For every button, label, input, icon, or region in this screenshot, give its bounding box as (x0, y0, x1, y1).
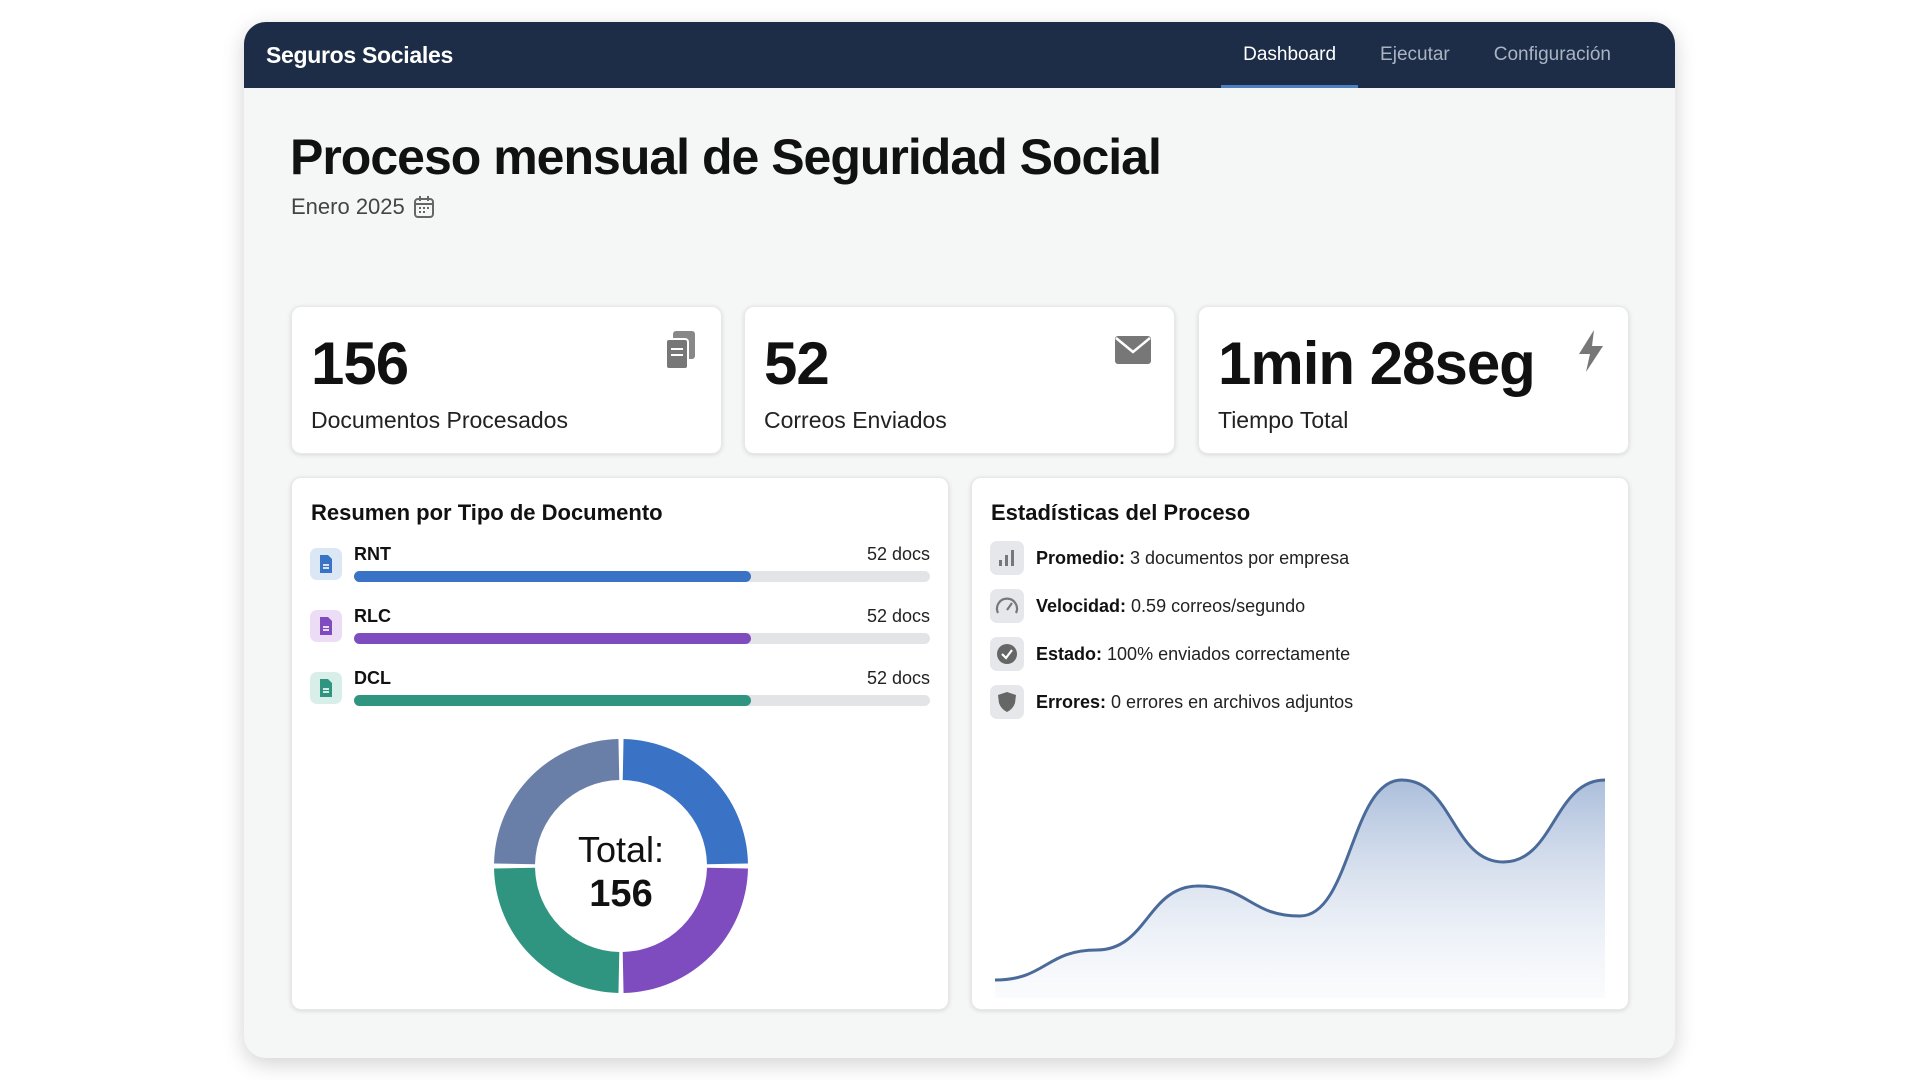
progress-bar (354, 695, 930, 706)
stat-value: 1min 28seg (1218, 330, 1536, 397)
doc-type-name: DCL (354, 668, 391, 688)
progress-bar (354, 571, 930, 582)
doc-type-name: RLC (354, 606, 391, 626)
page-title: Proceso mensual de Seguridad Social (290, 129, 1162, 185)
top-navbar: Seguros Sociales Dashboard Ejecutar Conf… (244, 22, 1675, 88)
summary-title: Resumen por Tipo de Documento (311, 500, 663, 525)
user-document-icon (310, 548, 342, 580)
stat-text: 0.59 correos/segundo (1131, 595, 1306, 616)
stat-label: Estado: (1036, 643, 1103, 664)
donut-chart: Total: 156 (494, 739, 748, 993)
process-panel: Estadísticas del Proceso Promedio: 3 doc… (971, 477, 1629, 1010)
stat-value: 156 (311, 330, 409, 397)
stat-label: Promedio: (1036, 547, 1126, 568)
brand-logo[interactable]: Seguros Sociales (266, 41, 453, 68)
stat-label: Documentos Procesados (311, 407, 568, 433)
doc-type-count: 52 docs (866, 606, 930, 626)
area-fill (995, 780, 1605, 998)
stat-text: 0 errores en archivos adjuntos (1111, 691, 1354, 712)
stat-estado: Estado: 100% enviados correctamente (990, 637, 1350, 671)
stat-text: 3 documentos por empresa (1130, 547, 1350, 568)
doc-type-count: 52 docs (866, 544, 930, 564)
period: Enero 2025 (291, 194, 435, 220)
stat-label: Correos Enviados (764, 407, 947, 433)
donut-segment (622, 867, 748, 993)
stat-label: Tiempo Total (1218, 407, 1349, 433)
process-title: Estadísticas del Proceso (991, 500, 1251, 525)
stat-errores: Errores: 0 errores en archivos adjuntos (990, 685, 1353, 719)
document-icon (310, 672, 342, 704)
progress-fill (354, 571, 752, 582)
envelope-icon (1115, 336, 1151, 364)
stat-label: Errores: (1036, 691, 1107, 712)
speedometer-icon (990, 589, 1024, 623)
doc-type-count: 52 docs (866, 668, 930, 688)
stat-promedio: Promedio: 3 documentos por empresa (990, 541, 1349, 575)
nav-dashboard[interactable]: Dashboard (1221, 22, 1358, 88)
donut-segment (494, 867, 620, 993)
nav-configuracion[interactable]: Configuración (1493, 44, 1611, 65)
stat-card-emails: 52 Correos Enviados (744, 306, 1175, 454)
stat-velocidad: Velocidad: 0.59 correos/segundo (990, 589, 1305, 623)
progress-fill (354, 633, 752, 644)
bar-chart-icon (990, 541, 1024, 575)
progress-fill (354, 695, 752, 706)
lightning-icon (1579, 330, 1603, 372)
period-label: Enero 2025 (291, 194, 405, 219)
donut-segment (494, 739, 620, 865)
documents-icon (665, 331, 695, 370)
area-line (994, 778, 1606, 982)
stat-text: 100% enviados correctamente (1107, 643, 1351, 664)
donut-total-value: 156 (589, 873, 652, 915)
stat-card-documents: 156 Documentos Procesados (291, 306, 722, 454)
app-window: Seguros Sociales Dashboard Ejecutar Conf… (244, 22, 1675, 1058)
doc-type-row: RNT 52 docs (310, 544, 930, 594)
progress-bar (354, 633, 930, 644)
nav-ejecutar[interactable]: Ejecutar (1380, 44, 1450, 65)
doc-type-name: RNT (354, 544, 391, 564)
donut-segment (622, 739, 748, 865)
doc-type-row: RLC 52 docs (310, 606, 930, 656)
doc-type-row: DCL 52 docs (310, 668, 930, 718)
check-circle-icon (990, 637, 1024, 671)
calendar-icon[interactable] (413, 195, 435, 219)
stat-label: Velocidad: (1036, 595, 1127, 616)
area-chart (994, 778, 1606, 998)
donut-total-label: Total: (578, 829, 664, 870)
summary-panel: Resumen por Tipo de Documento RNT 52 doc… (291, 477, 949, 1010)
stat-value: 52 (764, 330, 830, 397)
stat-card-time: 1min 28seg Tiempo Total (1198, 306, 1629, 454)
document-icon (310, 610, 342, 642)
shield-icon (990, 685, 1024, 719)
